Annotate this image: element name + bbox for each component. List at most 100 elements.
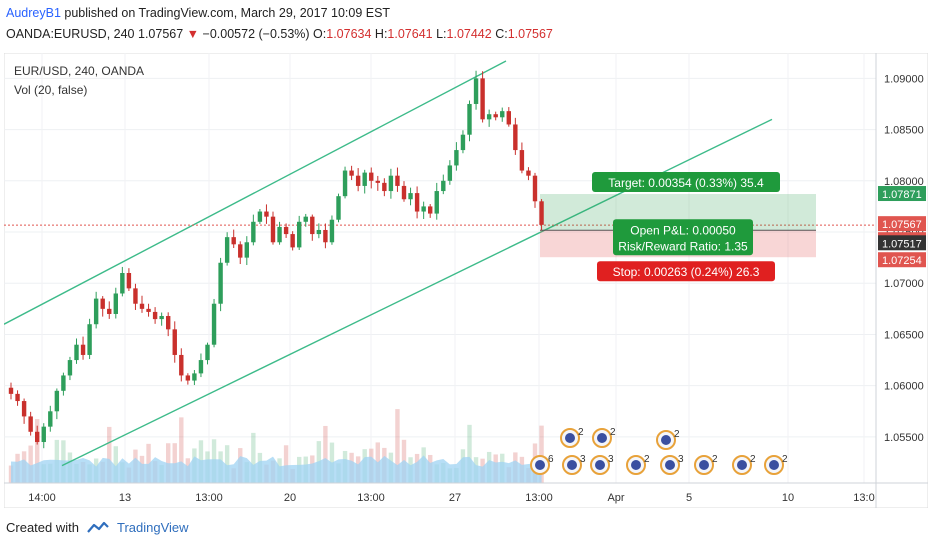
candle-body bbox=[414, 193, 420, 212]
last-price: 1.07567 bbox=[138, 27, 184, 41]
candle-body bbox=[54, 390, 60, 412]
candle-body bbox=[513, 124, 518, 151]
candle-body bbox=[48, 411, 53, 427]
author-link[interactable]: AudreyB1 bbox=[6, 6, 61, 20]
candle-body bbox=[342, 170, 348, 197]
volume-bar bbox=[146, 443, 151, 483]
volume-bar bbox=[113, 446, 118, 483]
chart-area[interactable]: Target: 0.00354 (0.33%) 35.4 Open P&L: 0.… bbox=[4, 53, 928, 508]
target-label-text: Target: 0.00354 (0.33%) 35.4 bbox=[608, 176, 764, 190]
candle-body bbox=[486, 114, 492, 120]
event-count: 2 bbox=[750, 454, 756, 465]
volume-bar bbox=[172, 443, 177, 483]
price-tag-text: 1.07567 bbox=[882, 219, 922, 231]
candle-body bbox=[290, 234, 295, 248]
pnl-label-text: Open P&L: 0.00050 bbox=[630, 223, 736, 237]
volume-bar bbox=[539, 425, 544, 483]
event-flag-core bbox=[661, 435, 671, 445]
candle-body bbox=[297, 221, 302, 248]
volume-layer bbox=[8, 409, 544, 483]
y-tick-label: 1.06000 bbox=[884, 381, 924, 393]
candle-body bbox=[28, 416, 33, 432]
symbol: OANDA:EURUSD, 240 bbox=[6, 27, 135, 41]
pnl-label-text: Risk/Reward Ratio: 1.35 bbox=[618, 239, 748, 253]
volume-bar bbox=[283, 445, 289, 483]
price-tag-box bbox=[878, 252, 926, 268]
close-value: 1.07567 bbox=[507, 27, 553, 41]
target-label-box bbox=[592, 172, 780, 193]
candle-body bbox=[421, 206, 426, 212]
volume-ma-area bbox=[11, 455, 542, 483]
candle-body bbox=[323, 229, 328, 243]
x-tick-label: 13:00 bbox=[525, 492, 553, 504]
price-tag-text: 1.07517 bbox=[882, 238, 922, 250]
candle-body bbox=[257, 211, 263, 222]
candle-body bbox=[277, 226, 282, 243]
position-tool[interactable]: Target: 0.00354 (0.33%) 35.4 Open P&L: 0.… bbox=[540, 172, 816, 282]
candle-body bbox=[310, 216, 315, 235]
candle-body bbox=[244, 242, 249, 258]
candle-body bbox=[408, 193, 413, 200]
candle-body bbox=[369, 172, 374, 181]
candle-body bbox=[166, 316, 171, 330]
candle-body bbox=[539, 201, 544, 225]
grid bbox=[4, 53, 876, 483]
candle-body bbox=[21, 401, 27, 417]
event-count: 6 bbox=[548, 454, 554, 465]
stop-label-box bbox=[597, 261, 775, 282]
created-with: Created with bbox=[6, 520, 79, 535]
price-change: −0.00572 (−0.53%) bbox=[202, 27, 310, 41]
pnl-label-box bbox=[613, 219, 753, 256]
event-count: 3 bbox=[608, 454, 614, 465]
candle-body bbox=[211, 303, 217, 345]
volume-bar bbox=[323, 425, 328, 483]
volume-bar bbox=[35, 419, 40, 483]
price-tag-box bbox=[878, 235, 926, 251]
publish-line: AudreyB1 published on TradingView.com, M… bbox=[6, 6, 390, 20]
candle-body bbox=[401, 185, 407, 200]
event-flag-core bbox=[699, 460, 709, 470]
legend-volume: Vol (20, false) bbox=[14, 83, 87, 97]
candle-body bbox=[506, 111, 511, 125]
price-axis[interactable]: 1.090001.085001.080001.075001.070001.065… bbox=[875, 53, 926, 508]
down-arrow-icon: ▼ bbox=[186, 27, 200, 41]
time-axis[interactable]: 14:00 13 13:00 20 13:00 27 13:00 Apr 5 10 13:0 bbox=[4, 482, 928, 504]
event-flag-core bbox=[597, 433, 607, 443]
x-tick-label: 20 bbox=[284, 492, 296, 504]
candle-body bbox=[146, 308, 151, 312]
low-value: 1.07442 bbox=[446, 27, 492, 41]
candle-body bbox=[15, 393, 20, 402]
event-count: 3 bbox=[678, 454, 684, 465]
high-value: 1.07641 bbox=[387, 27, 433, 41]
x-tick-label: 14:00 bbox=[28, 492, 56, 504]
symbol-line: OANDA:EURUSD, 240 1.07567 ▼ −0.00572 (−0… bbox=[6, 27, 553, 41]
candle-body bbox=[231, 237, 236, 245]
candle-body bbox=[159, 316, 164, 320]
open-label: O: bbox=[313, 27, 327, 41]
volume-bar bbox=[166, 443, 171, 483]
candle-body bbox=[87, 324, 92, 355]
event-flag-core bbox=[567, 460, 577, 470]
candle-body bbox=[388, 175, 394, 192]
candle-body bbox=[395, 175, 400, 186]
brand-name[interactable]: TradingView bbox=[116, 520, 189, 535]
volume-bar bbox=[179, 417, 184, 483]
candle-body bbox=[270, 216, 276, 243]
candle-body bbox=[192, 373, 197, 381]
event-count: 2 bbox=[578, 427, 584, 438]
candle-body bbox=[139, 303, 145, 309]
y-tick-label: 1.07000 bbox=[884, 278, 924, 290]
event-count: 2 bbox=[610, 427, 616, 438]
event-flag-core bbox=[631, 460, 641, 470]
x-tick-label: 10 bbox=[782, 492, 794, 504]
event-flag-core bbox=[565, 433, 575, 443]
candle-body bbox=[152, 311, 158, 320]
candle-body bbox=[460, 134, 466, 151]
high-label: H: bbox=[374, 27, 388, 41]
candle-body bbox=[336, 196, 341, 220]
price-chart[interactable]: Target: 0.00354 (0.33%) 35.4 Open P&L: 0.… bbox=[4, 53, 928, 508]
candle-body bbox=[362, 172, 367, 186]
y-tick-label: 1.08500 bbox=[884, 125, 924, 137]
channel-upper-line bbox=[4, 60, 507, 325]
candle-body bbox=[532, 175, 538, 202]
